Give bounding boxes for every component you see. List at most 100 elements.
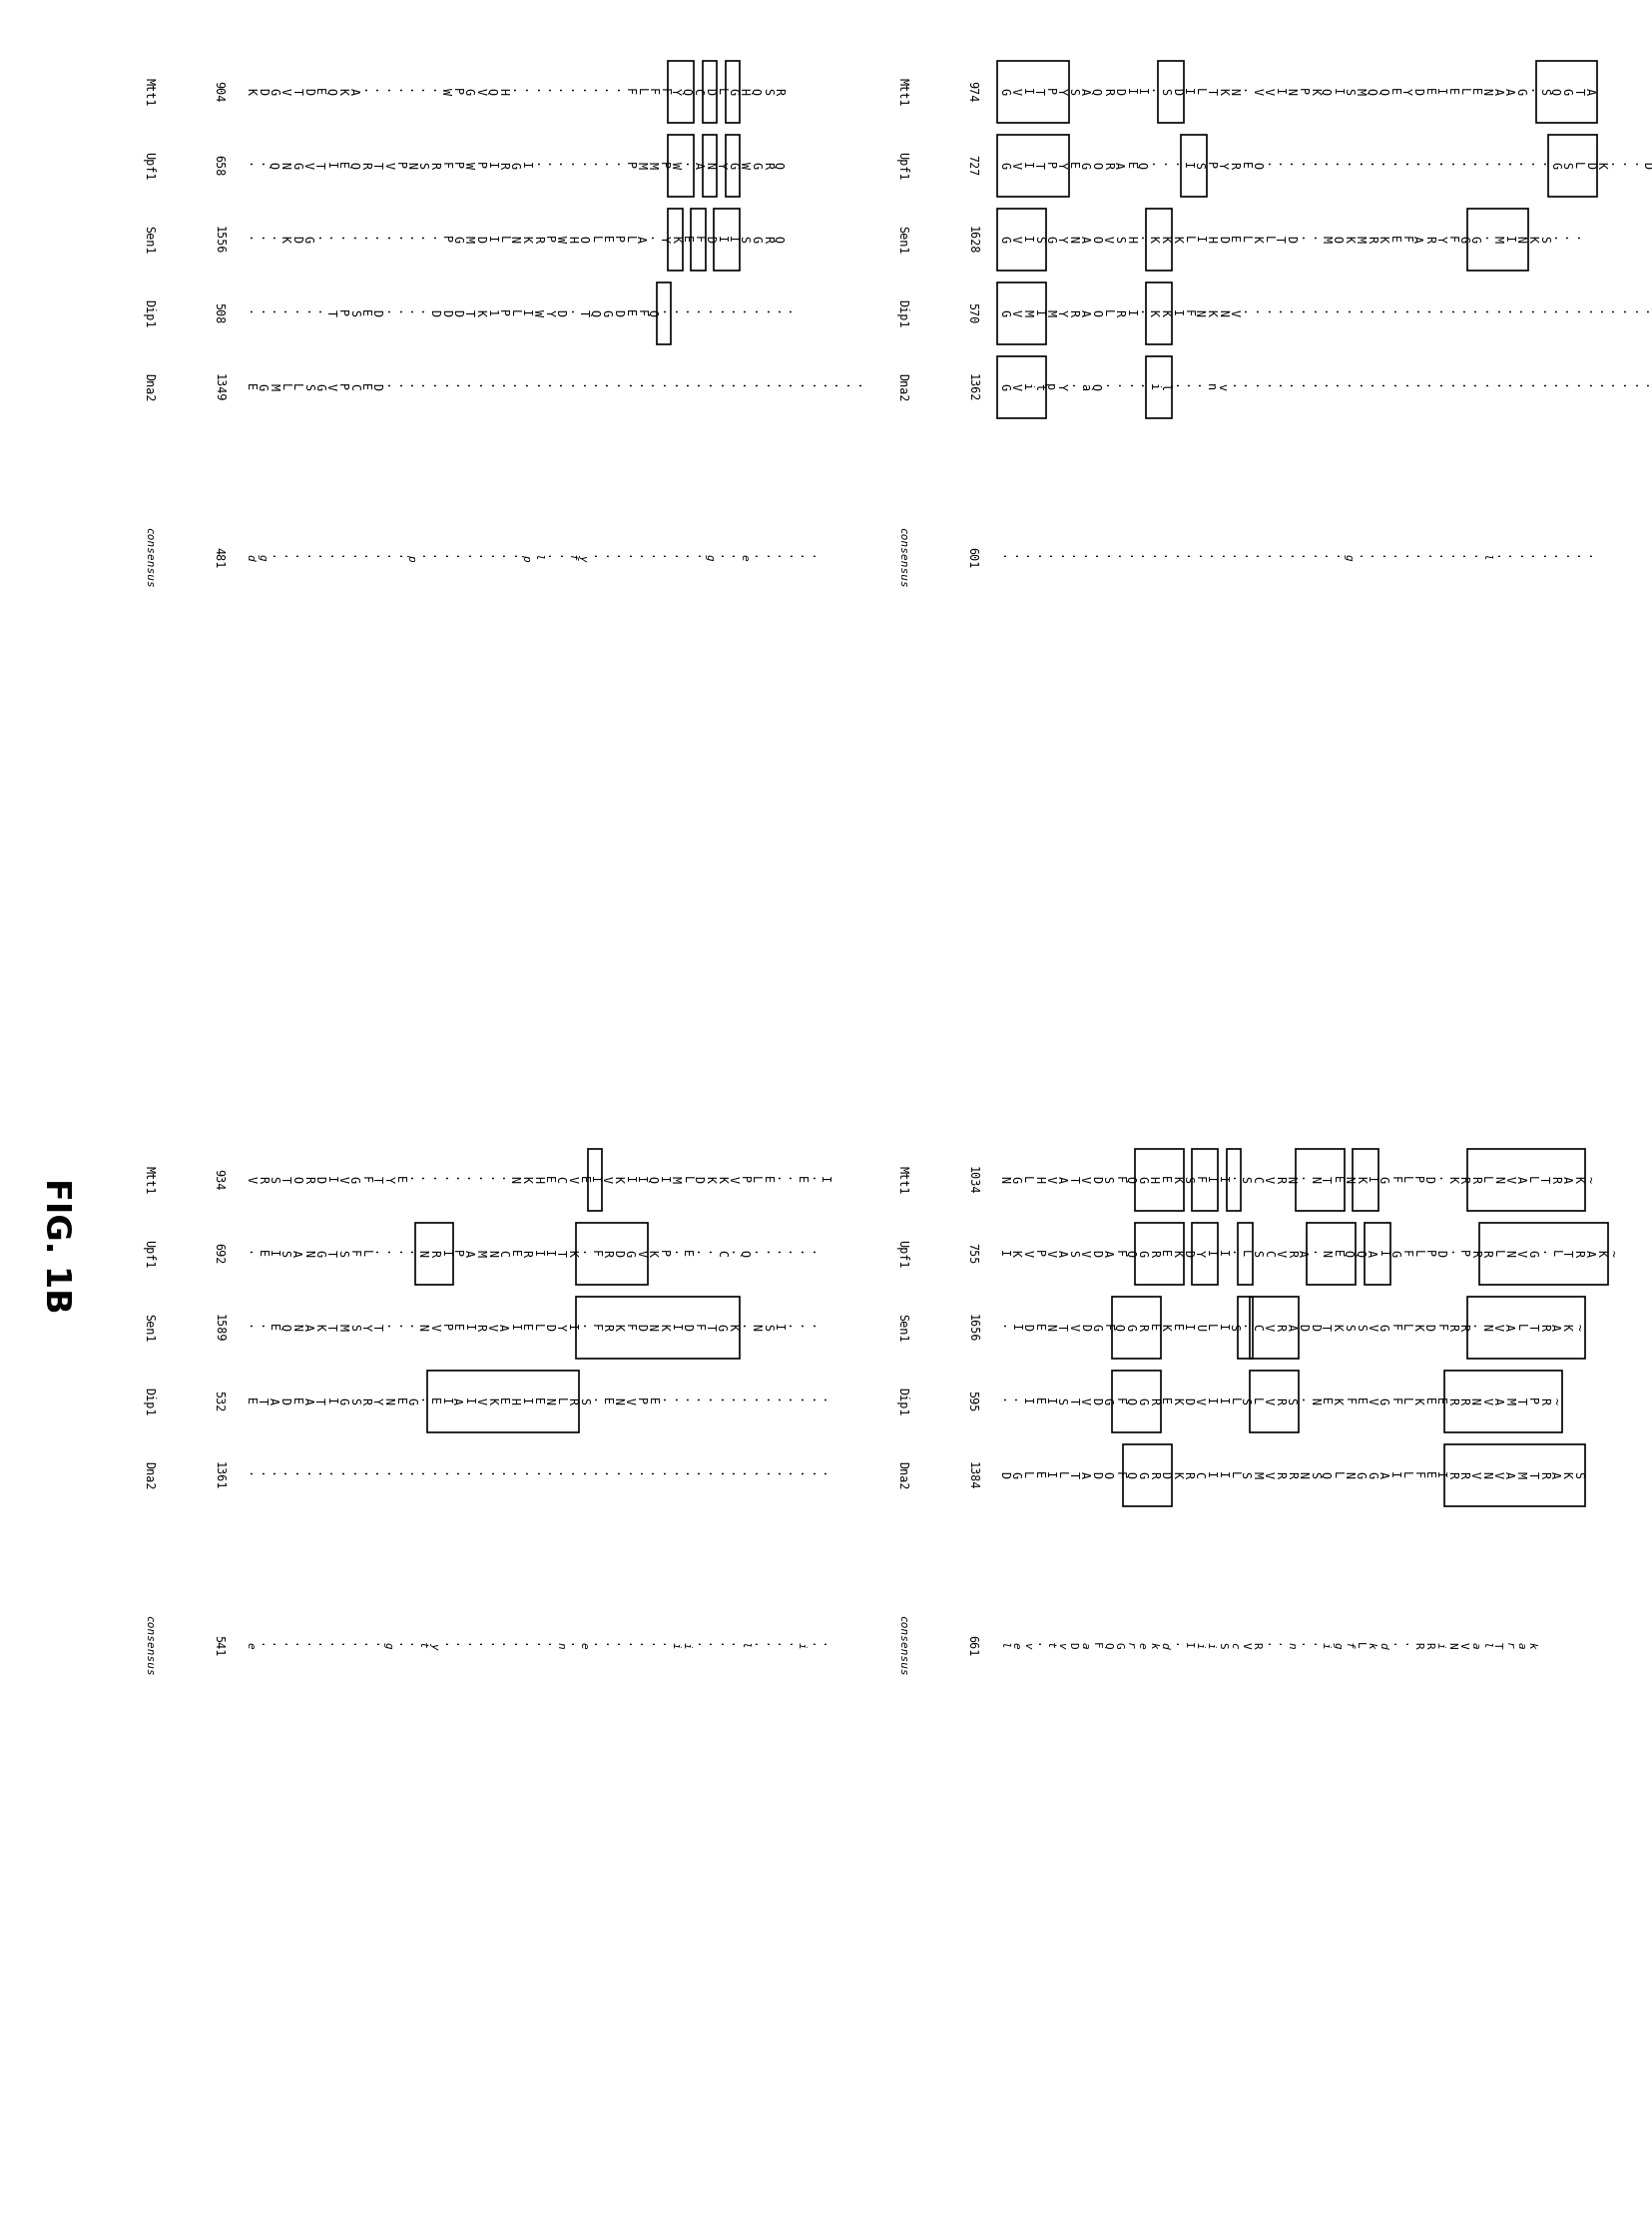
Text: p: p xyxy=(406,554,416,560)
Text: .: . xyxy=(1455,385,1469,391)
Text: .: . xyxy=(1112,385,1125,391)
Text: K: K xyxy=(667,236,681,242)
Text: T: T xyxy=(1272,236,1285,242)
Text: .: . xyxy=(714,385,727,391)
Bar xyxy=(1363,1223,1389,1285)
Text: .: . xyxy=(714,1399,727,1406)
Text: W: W xyxy=(737,162,750,169)
Text: M: M xyxy=(1502,1399,1515,1406)
Text: L: L xyxy=(1455,89,1469,96)
Text: C: C xyxy=(1249,1176,1262,1183)
Bar xyxy=(691,209,705,271)
Text: .: . xyxy=(1148,554,1158,560)
Text: G: G xyxy=(1135,1472,1148,1479)
Text: A: A xyxy=(1548,1472,1561,1479)
Text: .: . xyxy=(449,1176,463,1183)
Text: R: R xyxy=(1455,1399,1469,1406)
Text: .: . xyxy=(416,385,430,391)
Text: V: V xyxy=(1008,309,1021,318)
Text: S: S xyxy=(1066,1250,1079,1257)
Text: .: . xyxy=(1583,385,1594,391)
Text: V: V xyxy=(335,1176,349,1183)
Bar xyxy=(1295,1150,1343,1210)
Text: E: E xyxy=(243,1399,256,1406)
Text: .: . xyxy=(691,1399,704,1406)
Text: .: . xyxy=(725,1472,738,1479)
Text: consensus: consensus xyxy=(897,1615,907,1675)
Text: consensus: consensus xyxy=(144,527,154,587)
Text: .: . xyxy=(393,89,406,96)
Text: .: . xyxy=(1388,162,1399,169)
Text: R: R xyxy=(1284,1472,1297,1479)
Text: .: . xyxy=(1295,385,1308,391)
Text: .: . xyxy=(1573,554,1583,560)
Text: I: I xyxy=(461,1323,474,1332)
Text: .: . xyxy=(1479,309,1492,318)
Text: S: S xyxy=(1112,236,1125,242)
Text: E: E xyxy=(254,1250,268,1257)
Text: N: N xyxy=(1214,309,1227,318)
Text: .: . xyxy=(1284,162,1297,169)
Text: O: O xyxy=(1089,162,1102,169)
Text: Q: Q xyxy=(1112,1323,1125,1332)
Text: A: A xyxy=(289,1250,302,1257)
Text: .: . xyxy=(1307,1250,1320,1257)
Text: N: N xyxy=(1066,236,1079,242)
Text: L: L xyxy=(623,236,636,242)
Text: A: A xyxy=(1376,1472,1388,1479)
Text: V: V xyxy=(1365,1399,1376,1406)
Text: I: I xyxy=(519,1399,532,1406)
Text: .: . xyxy=(667,309,681,318)
Text: A: A xyxy=(1295,1250,1308,1257)
Text: .: . xyxy=(1330,162,1343,169)
Text: N: N xyxy=(1446,1641,1455,1648)
Text: H: H xyxy=(507,1399,520,1406)
Text: .: . xyxy=(1559,236,1573,242)
Text: .: . xyxy=(601,1641,611,1648)
Text: .: . xyxy=(463,1641,472,1648)
Text: .: . xyxy=(325,1641,335,1648)
Text: .: . xyxy=(1536,1250,1550,1257)
Text: D: D xyxy=(278,1399,291,1406)
Text: .: . xyxy=(382,309,395,318)
Text: I: I xyxy=(714,236,727,242)
Text: .: . xyxy=(1249,385,1262,391)
Text: G: G xyxy=(996,385,1009,391)
Text: r: r xyxy=(1503,1641,1513,1648)
Text: A: A xyxy=(1490,1399,1503,1406)
Text: I: I xyxy=(324,1399,337,1406)
Text: N: N xyxy=(1513,236,1526,242)
Text: N: N xyxy=(416,1250,430,1257)
Text: A: A xyxy=(1284,1323,1297,1332)
Text: l: l xyxy=(738,1641,748,1648)
Text: L: L xyxy=(1398,1472,1411,1479)
Text: .: . xyxy=(1297,1641,1307,1648)
Text: .: . xyxy=(439,385,451,391)
Text: .: . xyxy=(771,309,785,318)
Text: 1656: 1656 xyxy=(965,1314,978,1341)
Text: .: . xyxy=(1307,236,1320,242)
Text: R: R xyxy=(1146,1250,1160,1257)
Text: .: . xyxy=(1262,1641,1272,1648)
Text: L: L xyxy=(1398,1323,1411,1332)
Text: .: . xyxy=(461,385,474,391)
Text: V: V xyxy=(1479,1399,1492,1406)
Text: .: . xyxy=(783,1472,796,1479)
Text: .: . xyxy=(370,1250,383,1257)
Text: i: i xyxy=(1193,1641,1203,1648)
Text: S: S xyxy=(301,385,314,391)
Text: k: k xyxy=(1148,1641,1158,1648)
Text: .: . xyxy=(771,1399,785,1406)
Text: K: K xyxy=(1341,236,1355,242)
Text: p: p xyxy=(520,554,530,560)
Text: R: R xyxy=(1146,1399,1160,1406)
Text: .: . xyxy=(428,1472,439,1479)
Bar xyxy=(1133,1223,1183,1285)
Text: K: K xyxy=(1158,1323,1170,1332)
Text: R: R xyxy=(1272,1323,1285,1332)
Text: P: P xyxy=(335,385,349,391)
Text: V: V xyxy=(1490,1472,1503,1479)
Text: .: . xyxy=(681,554,691,560)
Text: M: M xyxy=(266,385,279,391)
Text: F: F xyxy=(1100,1323,1113,1332)
